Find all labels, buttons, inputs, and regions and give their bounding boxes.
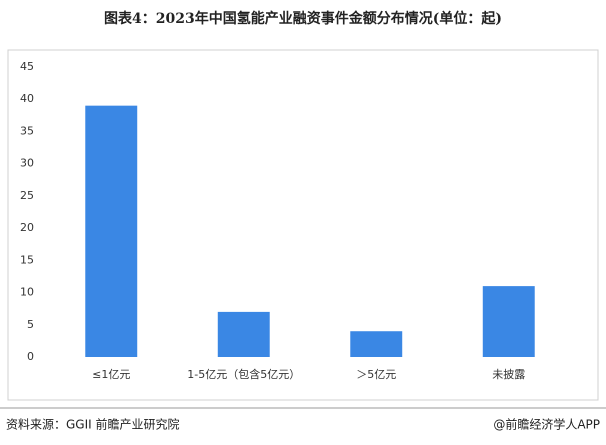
x-tick-label: 未披露 bbox=[492, 367, 525, 381]
y-tick-label: 0 bbox=[27, 350, 34, 363]
bar bbox=[217, 311, 270, 357]
x-tick-label: ＞5亿元 bbox=[356, 368, 396, 381]
y-tick-label: 45 bbox=[20, 60, 34, 73]
chart-title: 图表4：2023年中国氢能产业融资事件金额分布情况(单位：起) bbox=[104, 10, 502, 27]
bar bbox=[85, 105, 138, 358]
y-tick-label: 15 bbox=[20, 253, 34, 266]
bar bbox=[350, 331, 403, 357]
y-tick-label: 30 bbox=[20, 157, 34, 170]
y-tick-label: 40 bbox=[20, 92, 34, 105]
credit: @前瞻经济学人APP bbox=[493, 417, 600, 432]
y-tick-label: 25 bbox=[20, 189, 34, 202]
x-tick-label: 1-5亿元（包含5亿元） bbox=[187, 367, 300, 381]
y-tick-label: 20 bbox=[20, 221, 34, 234]
y-tick-label: 10 bbox=[20, 286, 34, 299]
x-tick-label: ≤1亿元 bbox=[92, 368, 130, 381]
y-tick-label: 5 bbox=[27, 318, 34, 331]
y-tick-label: 35 bbox=[20, 124, 34, 137]
bar bbox=[482, 286, 535, 357]
chart-frame bbox=[7, 49, 599, 401]
source: 资料来源：GGII 前瞻产业研究院 bbox=[6, 417, 180, 432]
